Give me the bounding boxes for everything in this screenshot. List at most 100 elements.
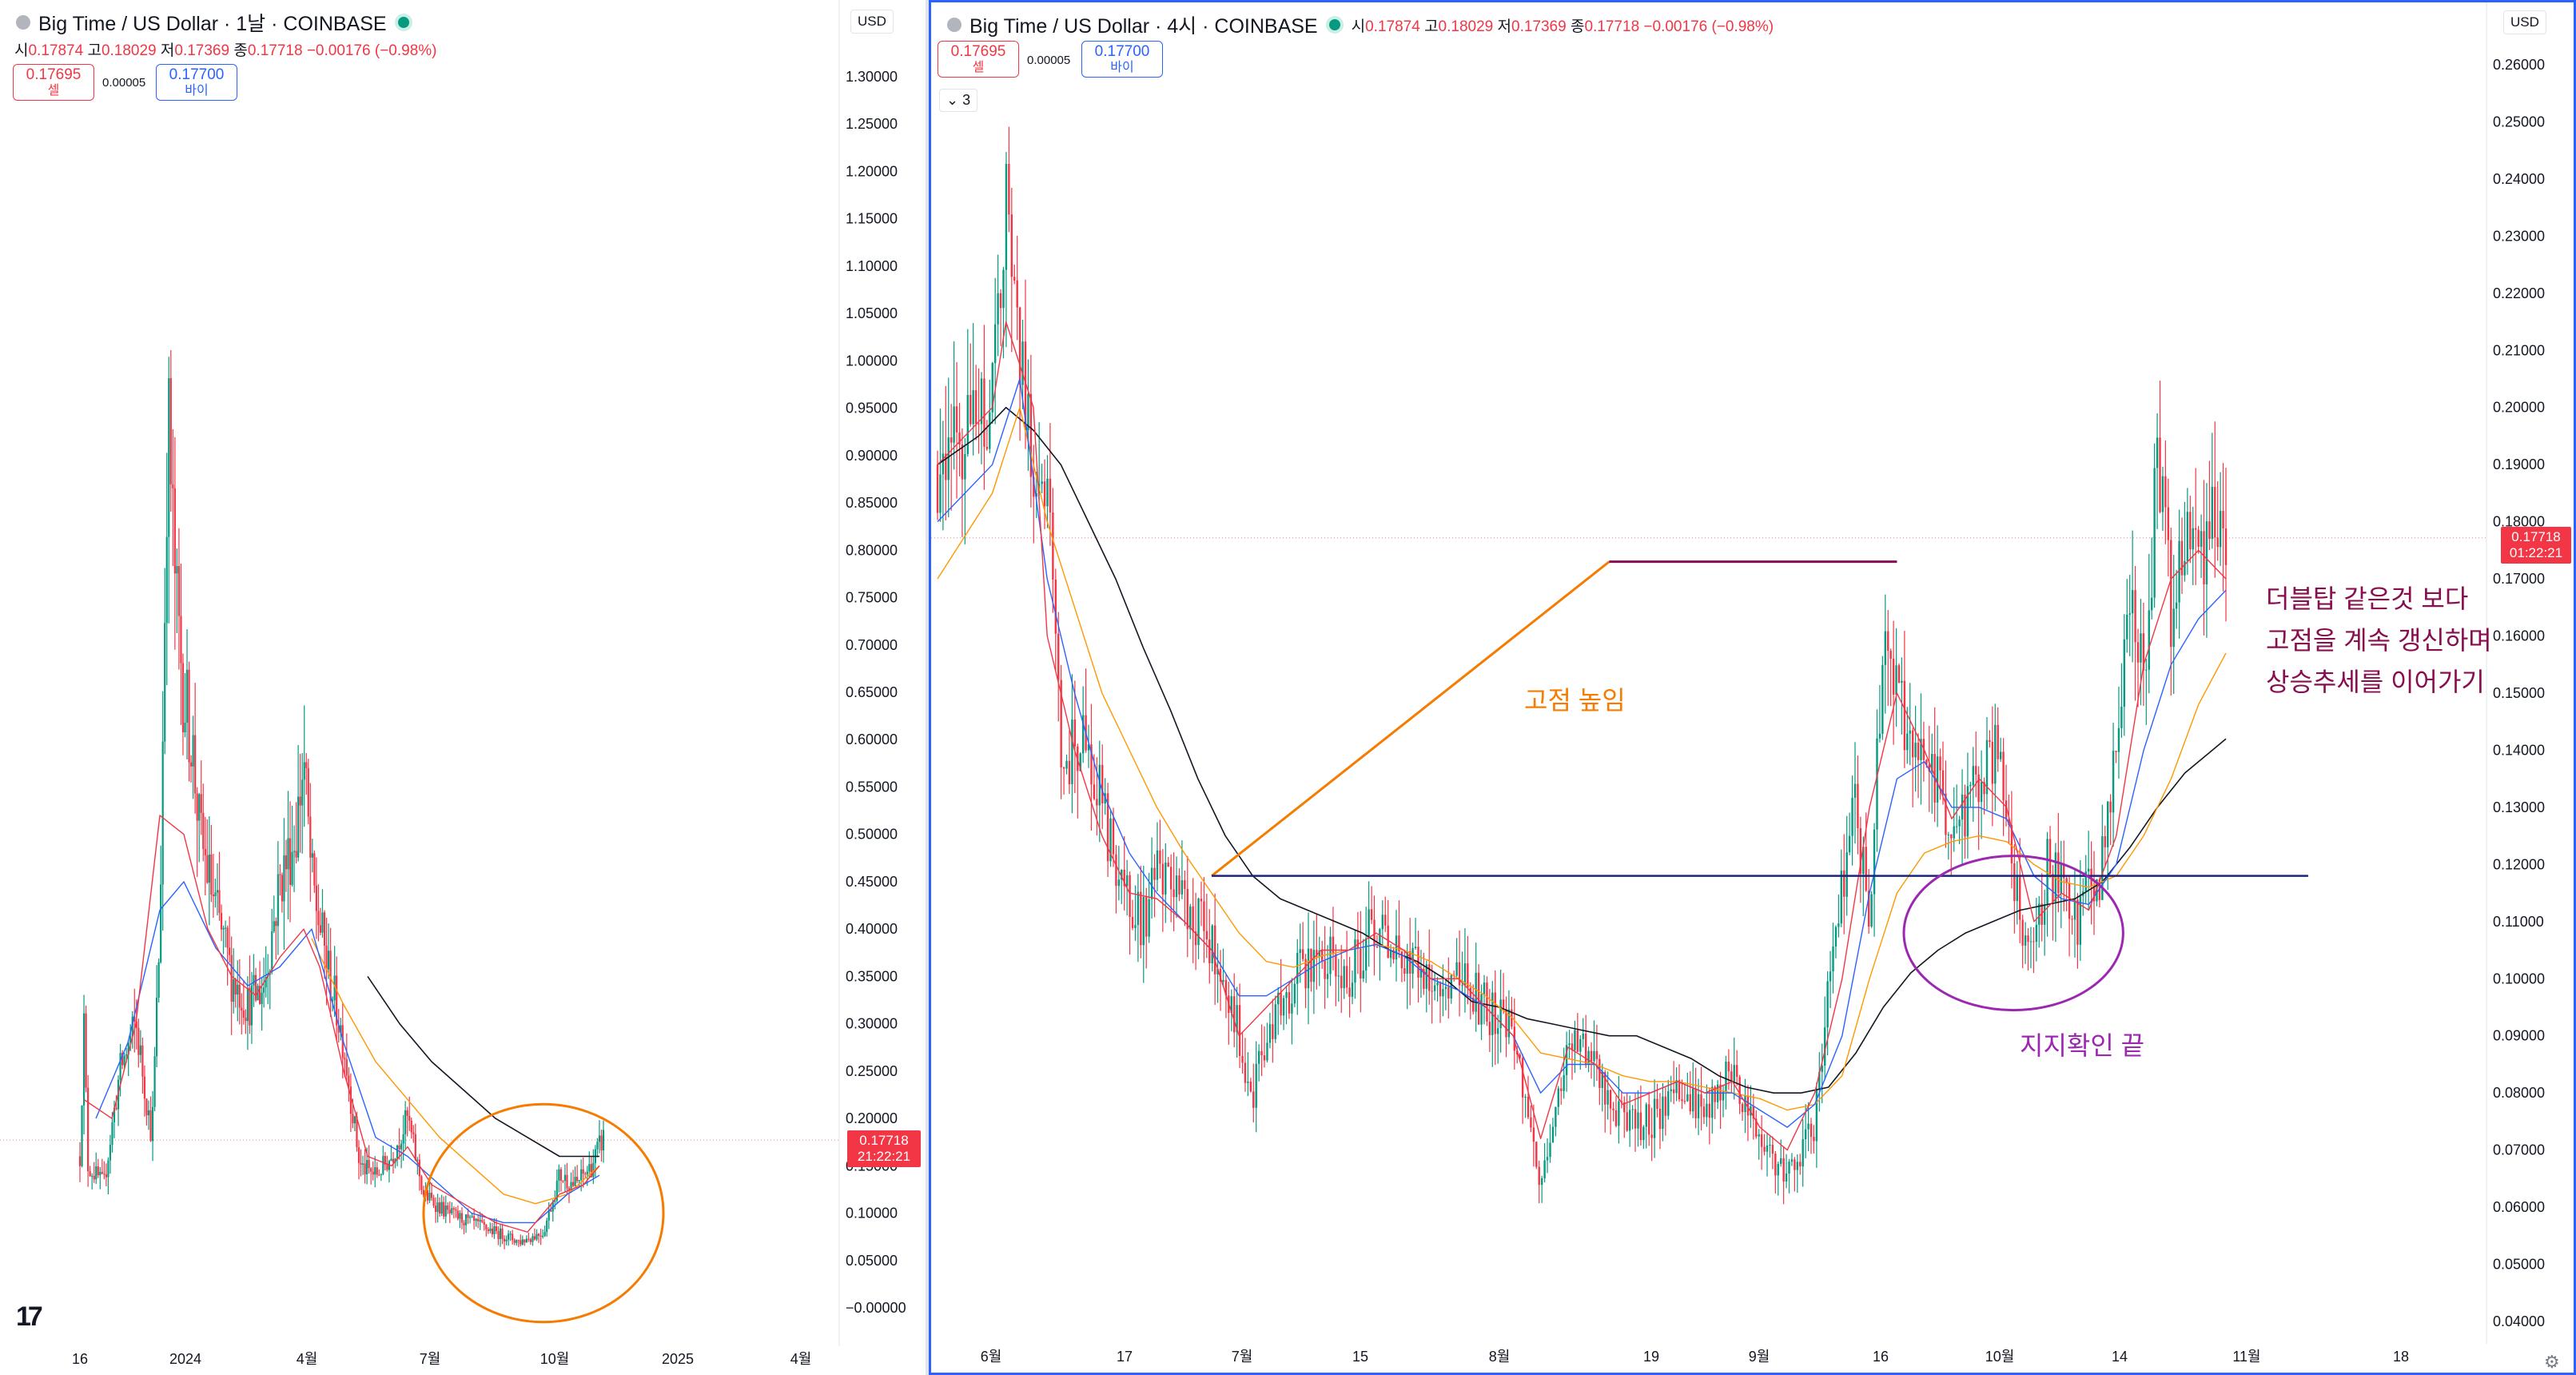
candle-body [1165, 863, 1167, 895]
candle-body [1400, 951, 1403, 969]
candle [1639, 1085, 1642, 1146]
candle [2140, 598, 2142, 706]
currency-selector[interactable]: USD [850, 10, 894, 34]
candle-body [1293, 983, 1296, 1004]
candle-body [1233, 996, 1236, 1033]
candle-body [532, 1236, 534, 1242]
tradingview-logo[interactable]: 17 [16, 1301, 43, 1332]
candle [1551, 1118, 1555, 1143]
candle [1467, 935, 1469, 1005]
candle-body [1337, 975, 1340, 977]
candle [1073, 680, 1077, 794]
candle [444, 1195, 447, 1224]
candle [81, 1105, 83, 1168]
candle [1582, 1018, 1584, 1048]
candle-body [1360, 948, 1362, 978]
buy-button[interactable]: 0.17700 바이 [156, 64, 237, 101]
candle-body [1296, 953, 1299, 984]
candle [958, 402, 961, 476]
candle-body [1897, 665, 1901, 684]
candle-body [1389, 950, 1392, 959]
trend-note[interactable]: 더블탑 같은것 보다 고점을 계속 갱신하며 상승추세를 이어가기 [2266, 584, 2492, 696]
candle-body [245, 1018, 247, 1022]
support-label[interactable]: 지지확인 끝 [2020, 1031, 2145, 1060]
candle [374, 1156, 376, 1188]
candle [509, 1230, 512, 1241]
candle-body [420, 1176, 423, 1190]
x-tick-label: 7월 [1232, 1349, 1253, 1365]
candle-body [2104, 836, 2106, 847]
candle [2189, 496, 2192, 564]
candle-body [1016, 280, 1018, 308]
candle-body [1565, 1045, 1568, 1075]
candle-body [554, 1200, 556, 1202]
candle-body [2216, 537, 2219, 548]
candle-body [1447, 986, 1450, 999]
candle [1692, 1062, 1694, 1118]
candle-body [1568, 1043, 1571, 1046]
candle-body [1145, 897, 1148, 937]
candle [508, 1230, 510, 1246]
x-tick-label: 10월 [1985, 1349, 2015, 1365]
higher-high-label[interactable]: 고점 높임 [1524, 686, 1626, 715]
candle [283, 818, 285, 951]
candle-body [558, 1169, 560, 1181]
candle-body [1109, 818, 1112, 862]
candle [936, 450, 939, 520]
y-tick-label: 0.13000 [2493, 799, 2545, 815]
candle-body [520, 1240, 522, 1245]
candle [1546, 1138, 1549, 1174]
candle [1184, 870, 1186, 927]
x-tick-label: 16 [1873, 1349, 1889, 1365]
candle [1156, 822, 1159, 892]
pane-divider[interactable] [926, 0, 929, 1375]
circle-annotation [422, 1102, 665, 1324]
candle [1219, 950, 1222, 1011]
candle [520, 1234, 522, 1247]
chart-canvas-daily[interactable]: 1.30000 1.25000 1.20000 1.15000 1.10000 1.050… [0, 0, 927, 1375]
candle [600, 1129, 603, 1162]
candle-body [447, 1206, 449, 1210]
candle [1150, 837, 1153, 919]
chart-pane-4h[interactable]: 0.26000 0.25000 0.24000 0.23000 0.22000 0.210… [929, 0, 2576, 1375]
symbol-header[interactable]: Big Time / US Dollar · 4시 · COINBASE 시0.… [947, 10, 1774, 39]
candle-body [184, 722, 186, 733]
currency-selector[interactable]: USD [2503, 10, 2546, 34]
candle [1689, 1070, 1691, 1115]
sell-button[interactable]: 0.17695 셀 [13, 64, 94, 101]
candle-body [1219, 968, 1222, 982]
candle-body [460, 1213, 464, 1223]
candle-body [111, 1122, 113, 1146]
sell-button[interactable]: 0.17695 셀 [938, 41, 1019, 78]
symbol-header[interactable]: Big Time / US Dollar · 1날 · COINBASE [16, 8, 412, 37]
candle-body [1049, 478, 1052, 513]
candle [1087, 724, 1090, 768]
candle-body [348, 1075, 350, 1087]
candle-body [436, 1202, 439, 1213]
candle-body [1197, 899, 1200, 946]
settings-gear-icon[interactable]: ⚙ [2544, 1352, 2560, 1372]
candle-body [467, 1214, 469, 1218]
indicator-toggle[interactable]: ⌄ 3 [939, 89, 978, 112]
y-tick-label: 0.80000 [846, 542, 898, 558]
candle [1131, 899, 1134, 931]
candle [1744, 1078, 1746, 1134]
candle [360, 1149, 362, 1177]
chart-pane-daily[interactable]: 1.30000 1.25000 1.20000 1.15000 1.10000 1.050… [0, 0, 927, 1375]
buy-button[interactable]: 0.17700 바이 [1081, 41, 1163, 78]
candle [1005, 152, 1008, 348]
candle-body [250, 985, 253, 1026]
candle [1593, 1020, 1595, 1087]
candle-body [200, 794, 202, 813]
candle-body [1538, 1166, 1540, 1186]
candle-body [1634, 1109, 1637, 1129]
candle [1098, 740, 1101, 843]
candle-body [2150, 597, 2153, 611]
candle [1790, 1153, 1794, 1166]
candle [2060, 840, 2062, 928]
candle [2024, 922, 2027, 964]
candle-body [97, 1166, 99, 1176]
candle-body [1192, 906, 1194, 932]
chart-canvas-4h[interactable]: 0.26000 0.25000 0.24000 0.23000 0.22000 0.210… [931, 2, 2574, 1373]
candle-body [188, 669, 190, 763]
